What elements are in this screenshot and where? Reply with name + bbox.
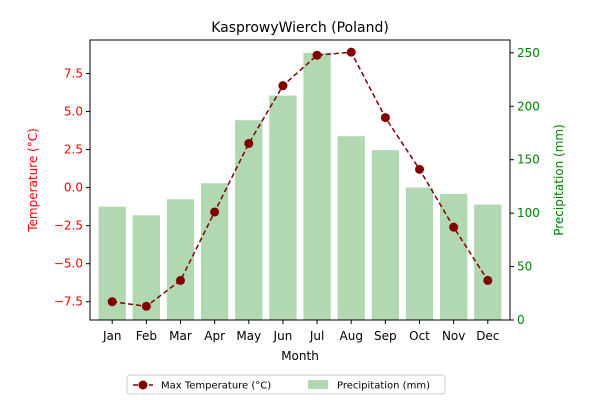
temperature-point — [415, 164, 425, 174]
y-right-tick-label: 100 — [517, 206, 540, 220]
x-axis: Jan Feb Mar Apr May Jun Jul Aug Sep Oct Nov Dec — [102, 320, 499, 343]
legend-temperature-label: Max Temperature (°C) — [161, 381, 271, 392]
temperature-point — [449, 222, 459, 232]
temperature-point — [141, 301, 151, 311]
temperature-point — [312, 50, 322, 60]
y-right-tick-label: 200 — [517, 99, 540, 113]
y-left-tick-label: −7.5 — [54, 295, 83, 309]
y-right-tick-label: 50 — [517, 260, 532, 274]
chart-title: KasprowyWierch (Poland) — [211, 20, 389, 36]
x-tick-label: Feb — [136, 329, 157, 343]
x-tick-label: Oct — [409, 329, 430, 343]
temperature-point — [346, 47, 356, 57]
x-tick-label: May — [236, 329, 261, 343]
x-tick-label: Dec — [476, 329, 499, 343]
y-left-tick-label: 7.5 — [64, 66, 83, 80]
precipitation-bar — [269, 95, 297, 321]
legend-line-marker — [138, 380, 148, 390]
precipitation-bar — [166, 199, 195, 320]
x-tick-label: Jul — [309, 329, 324, 343]
line-layer — [107, 47, 493, 311]
legend: Max Temperature (°C) Precipitation (mm) — [126, 374, 446, 395]
temperature-point — [175, 275, 185, 285]
x-tick-label: Jun — [273, 329, 293, 343]
precipitation-bar — [474, 204, 502, 320]
precipitation-bar — [200, 183, 229, 320]
y-axis-right-label: Precipitation (mm) — [552, 124, 566, 236]
legend-bar-swatch — [308, 380, 328, 389]
x-tick-label: Apr — [204, 329, 225, 343]
plot-frame — [89, 39, 511, 321]
precipitation-bar — [303, 52, 331, 320]
precipitation-bar — [440, 193, 468, 320]
temperature-point — [278, 81, 288, 91]
x-axis-label: Month — [281, 349, 319, 363]
y-axis-left: −7.5 −5.0 −2.5 0.0 2.5 5.0 7.5 — [54, 66, 90, 309]
y-axis-left-label: Temperature (°C) — [26, 128, 40, 233]
x-tick-label: Sep — [374, 329, 397, 343]
bars-layer — [98, 52, 502, 321]
precipitation-bar — [337, 136, 365, 320]
temperature-point — [210, 207, 220, 217]
temperature-point — [107, 297, 117, 307]
legend-precipitation-label: Precipitation (mm) — [337, 381, 430, 392]
temperature-line — [112, 51, 489, 308]
y-left-tick-label: −5.0 — [54, 257, 83, 271]
y-left-tick-label: −2.5 — [54, 219, 83, 233]
y-left-tick-label: 5.0 — [64, 105, 83, 119]
x-tick-label: Jan — [102, 329, 122, 343]
y-axis-right: 0 50 100 150 200 250 — [510, 46, 540, 327]
precipitation-bar — [405, 187, 434, 320]
x-tick-label: Mar — [169, 329, 192, 343]
y-right-tick-label: 150 — [517, 153, 540, 167]
y-right-tick-label: 0 — [517, 313, 525, 327]
precipitation-bar — [371, 150, 400, 320]
precipitation-bar — [235, 120, 263, 320]
x-tick-label: Aug — [340, 329, 363, 343]
x-tick-label: Nov — [442, 329, 465, 343]
y-left-tick-label: 2.5 — [64, 143, 83, 157]
temperature-point — [483, 275, 493, 285]
legend-frame — [126, 374, 446, 395]
temperature-point — [244, 138, 254, 148]
y-right-tick-label: 250 — [517, 46, 540, 60]
temperature-point — [380, 113, 390, 123]
y-left-tick-label: 0.0 — [64, 181, 83, 195]
